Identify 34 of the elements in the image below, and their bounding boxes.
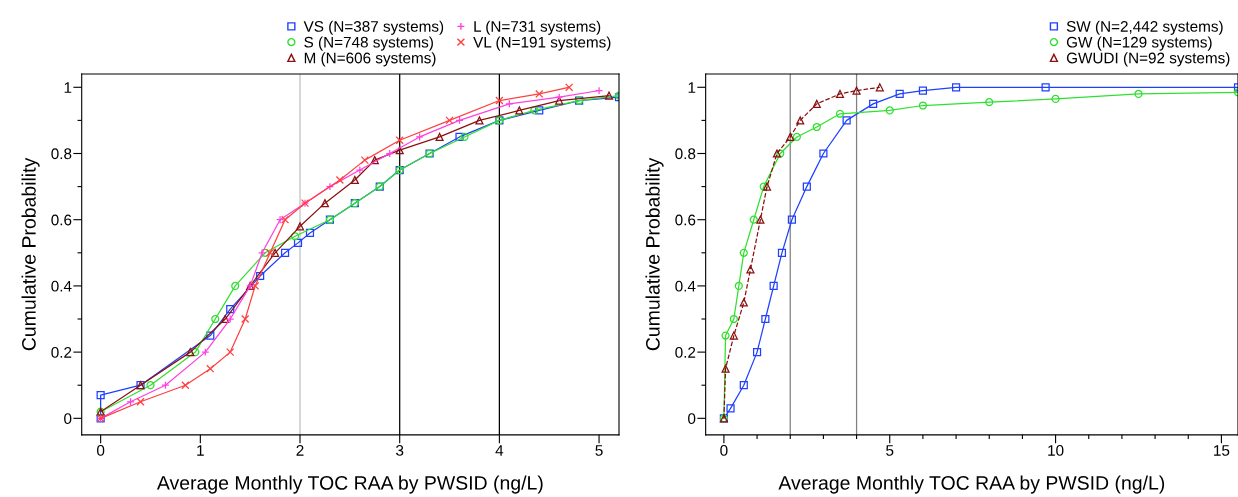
x-tick-label: 10 — [1048, 445, 1064, 456]
y-tick-label: 1 — [688, 82, 696, 93]
x-tick-label: 5 — [886, 445, 894, 456]
x-tick-label: 3 — [396, 445, 404, 456]
legend-label: M (N=606 systems) — [304, 52, 436, 67]
y-tick-label: 0.4 — [675, 280, 696, 292]
y-tick-label: 1 — [64, 82, 72, 93]
y-tick-label: 0 — [688, 413, 696, 425]
y-tick-label: 0 — [64, 413, 72, 425]
y-tick-label: 0.8 — [675, 148, 696, 160]
legend-label: SW (N=2,442 systems) — [1066, 20, 1223, 35]
y-tick-label: 0.6 — [675, 214, 696, 226]
legend-label: GW (N=129 systems) — [1066, 36, 1212, 51]
y-tick-label: 0.6 — [51, 214, 72, 226]
x-tick-label: 1 — [197, 445, 204, 456]
x-tick-label: 0 — [97, 445, 105, 456]
legend-label: VS (N=387 systems) — [303, 20, 444, 35]
y-tick-label: 0.2 — [51, 346, 72, 358]
legend-label: S (N=748 systems) — [304, 36, 433, 51]
y-tick-label: 0.2 — [675, 346, 696, 358]
legend-label: GWUDI (N=92 systems) — [1066, 52, 1230, 67]
x-axis-title: Average Monthly TOC RAA by PWSID (ng/L) — [778, 475, 1165, 494]
x-tick-label: 15 — [1214, 445, 1230, 456]
legend-label: L (N=731 systems) — [474, 20, 601, 35]
x-tick-label: 0 — [720, 445, 728, 456]
y-axis-title: Cumulative Probability — [21, 157, 40, 351]
legend-label: VL (N=191 systems) — [473, 36, 611, 51]
y-axis-title: Cumulative Probability — [645, 157, 664, 351]
y-tick-label: 0.4 — [51, 280, 72, 292]
x-tick-label: 5 — [595, 445, 603, 456]
x-axis-title: Average Monthly TOC RAA by PWSID (ng/L) — [156, 475, 543, 494]
x-tick-label: 4 — [495, 445, 504, 456]
x-tick-label: 2 — [296, 445, 304, 456]
y-tick-label: 0.8 — [51, 148, 72, 160]
